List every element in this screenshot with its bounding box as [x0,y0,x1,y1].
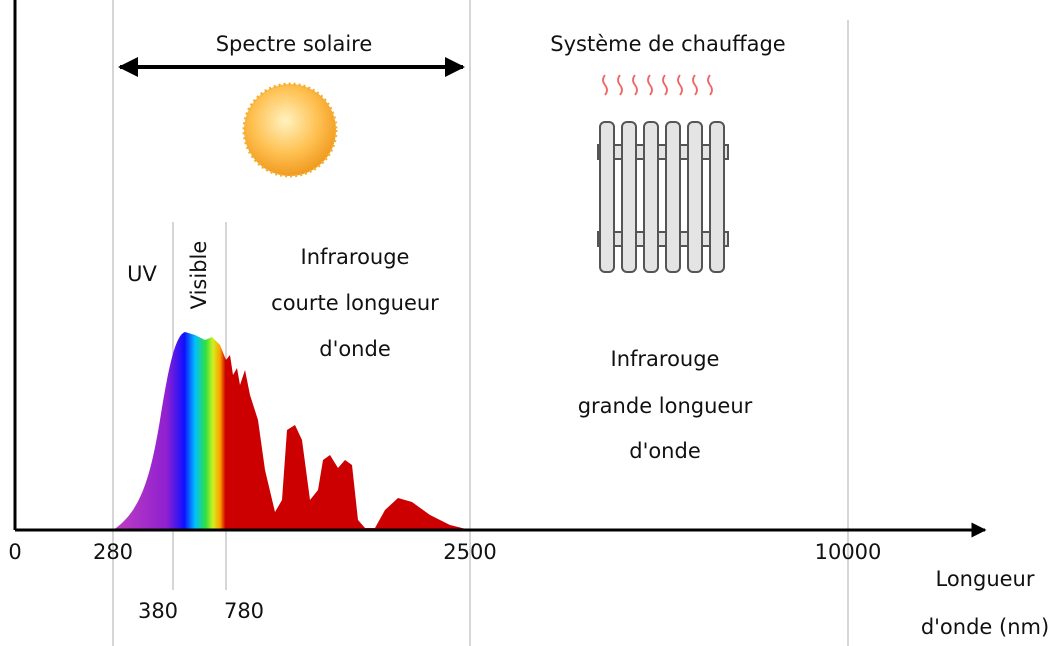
region-label: d'onde [629,439,701,463]
tick-label: 2500 [443,540,496,564]
tick-label: 0 [8,540,21,564]
uv-label: UV [127,262,157,286]
solar-spectrum [113,332,470,530]
radiator-icon [598,75,728,272]
tick-label: 280 [93,540,133,564]
region-label: Infrarouge [301,245,410,269]
tick-label: 780 [224,599,264,623]
tick-label: 380 [138,599,178,623]
solar-range-label: Spectre solaire [216,32,373,56]
diagram: Spectre solaire Système de chauffage UV … [0,0,1064,646]
sun-icon [244,84,336,176]
axis-title: Longueur [936,567,1035,591]
axis-title: d'onde (nm) [921,615,1049,639]
tick-label: 10000 [815,540,882,564]
heating-label: Système de chauffage [550,32,785,56]
region-label: d'onde [319,337,391,361]
region-label: courte longueur [271,291,439,315]
region-label: grande longueur [578,394,753,418]
visible-label: Visible [187,241,211,310]
region-label: Infrarouge [611,347,720,371]
